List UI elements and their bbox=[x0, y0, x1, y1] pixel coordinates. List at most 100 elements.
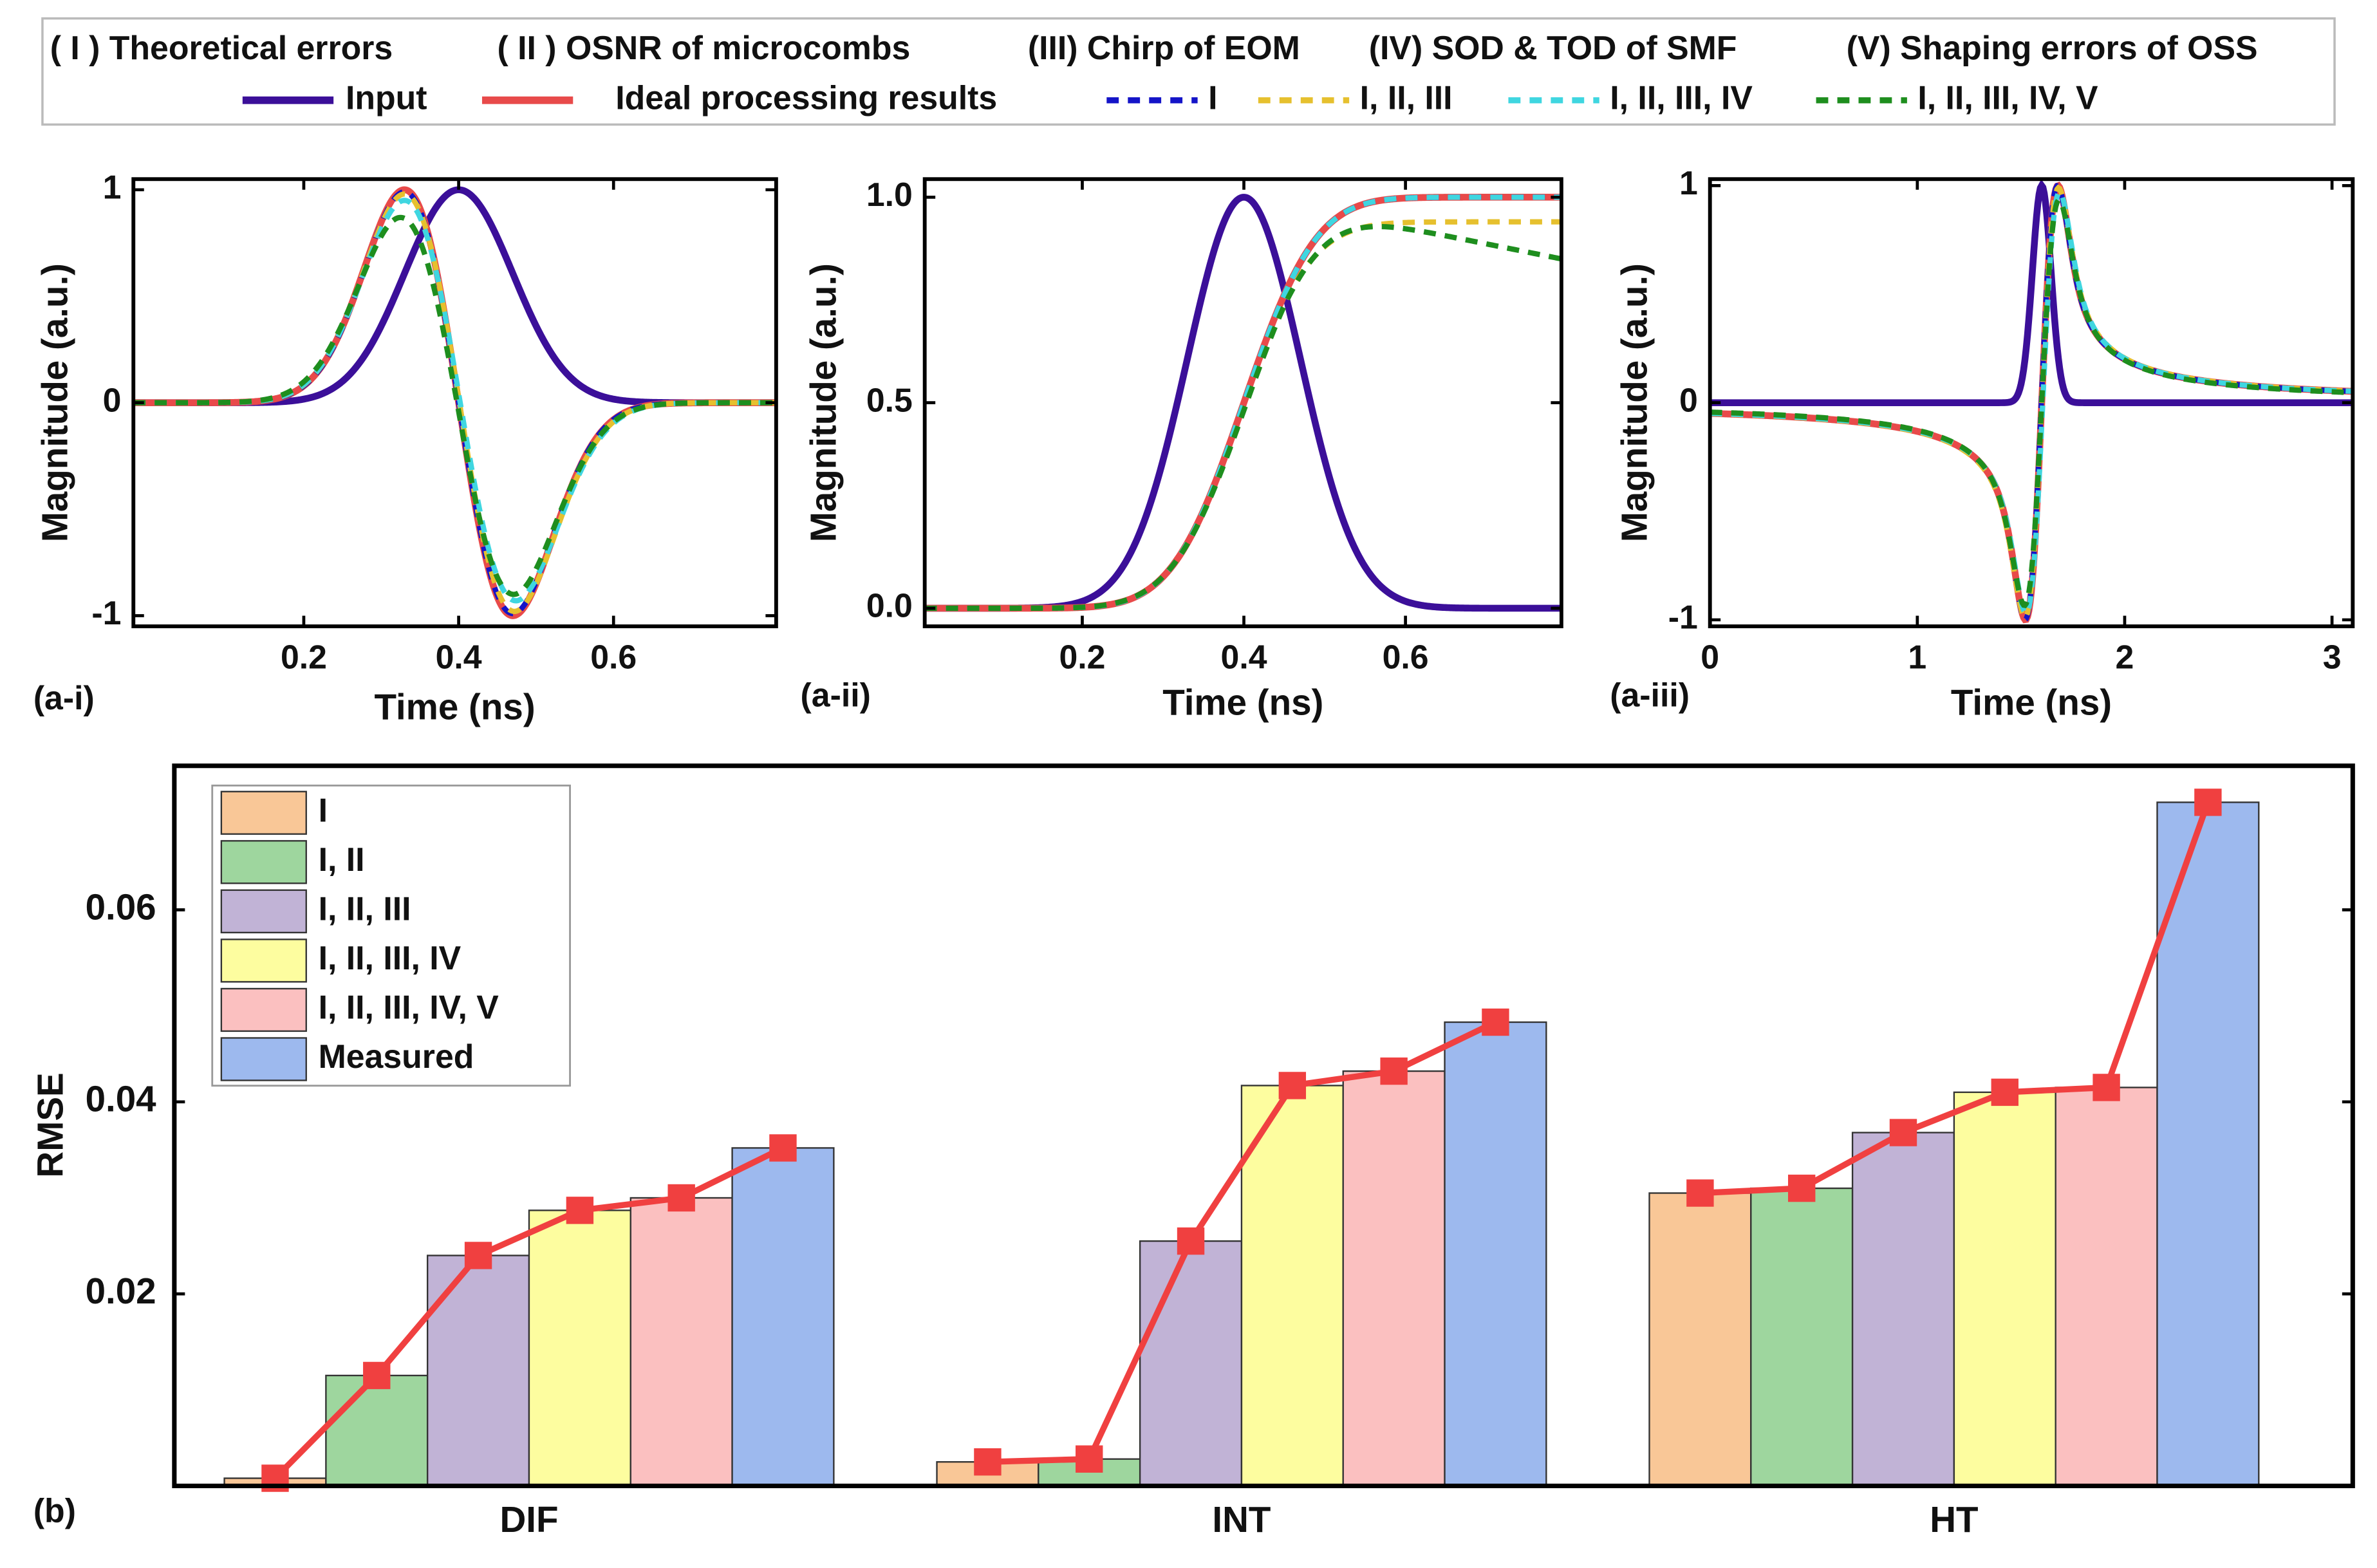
square-marker bbox=[974, 1448, 1002, 1476]
bar bbox=[1851, 1132, 1955, 1487]
square-marker bbox=[1177, 1227, 1205, 1255]
legend-label: I, II, III bbox=[1360, 79, 1453, 116]
bar bbox=[1750, 1187, 1854, 1487]
square-marker bbox=[1380, 1057, 1408, 1085]
y-tick-label: 1.0 bbox=[866, 176, 913, 213]
rmse-trend-line bbox=[273, 1145, 785, 1480]
square-marker bbox=[1076, 1445, 1103, 1473]
bar bbox=[528, 1209, 631, 1487]
top-legend: ( I ) Theoretical errors ( II ) OSNR of m… bbox=[41, 17, 2336, 126]
ideal-line bbox=[924, 194, 1561, 612]
bar bbox=[1648, 1192, 1752, 1487]
y-tick-label: 0.02 bbox=[86, 1271, 156, 1311]
legend-swatch bbox=[220, 790, 307, 835]
rmse-trend-line bbox=[1700, 801, 2211, 1197]
bar bbox=[1240, 1085, 1344, 1487]
x-tick-label: 0.6 bbox=[590, 639, 637, 676]
legend-swatch bbox=[220, 938, 307, 983]
error-source-label: ( I ) Theoretical errors bbox=[50, 29, 393, 66]
legend-box bbox=[41, 17, 2336, 126]
x-tick-label: 0.2 bbox=[281, 639, 327, 676]
category-label: HT bbox=[1930, 1499, 1978, 1540]
square-marker bbox=[667, 1184, 695, 1212]
panel-label: (a-i) bbox=[33, 679, 95, 716]
legend-label: I, II, III, IV, V bbox=[319, 989, 499, 1026]
series-i-v-line bbox=[1710, 197, 2353, 609]
rmse-trend-line bbox=[987, 1019, 1497, 1465]
panel-a-i: 1 0 -1 0.2 0.4 0.6 Magnitude (a.u.) Time (ns) (a… bbox=[33, 168, 778, 727]
legend-label: I, II, III, IV bbox=[1610, 79, 1753, 116]
legend-label: I bbox=[1208, 79, 1217, 116]
y-tick-label: 1 bbox=[1679, 164, 1698, 201]
bar bbox=[426, 1255, 530, 1487]
legend-label: Input bbox=[346, 79, 427, 116]
square-marker bbox=[2093, 1074, 2120, 1101]
legend-box bbox=[211, 784, 571, 1087]
square-marker bbox=[1686, 1179, 1714, 1207]
x-tick-label: 0.4 bbox=[1221, 639, 1267, 676]
x-tick-label: 0.4 bbox=[436, 639, 482, 676]
y-tick-label: 0.06 bbox=[86, 886, 156, 927]
input-line bbox=[1710, 179, 2353, 406]
y-tick-label: 0.0 bbox=[866, 587, 913, 624]
bar bbox=[629, 1197, 733, 1487]
square-marker bbox=[1889, 1119, 1917, 1146]
x-tick-label: 2 bbox=[2116, 639, 2134, 676]
legend-swatch bbox=[220, 1037, 307, 1081]
x-tick-label: 0 bbox=[1701, 639, 1719, 676]
x-axis-label: Time (ns) bbox=[1162, 682, 1323, 722]
panel-a-ii: 1.0 0.5 0.0 0.2 0.4 0.6 Magnitude (a.u.) Time (… bbox=[801, 176, 1563, 722]
y-tick-label: 0.5 bbox=[866, 381, 913, 418]
error-source-label: (III) Chirp of EOM bbox=[1028, 29, 1300, 66]
y-tick-label: 0 bbox=[1679, 381, 1698, 418]
legend-label: I, II bbox=[319, 841, 365, 878]
y-axis-label: Magnitude (a.u.) bbox=[803, 263, 844, 542]
bar bbox=[1953, 1091, 2056, 1487]
x-tick-label: 0.6 bbox=[1383, 639, 1429, 676]
series-i-v-line bbox=[133, 214, 776, 597]
square-marker bbox=[1787, 1174, 1816, 1202]
panel-label: (a-ii) bbox=[801, 676, 871, 713]
square-marker bbox=[2194, 789, 2222, 816]
y-tick-label: 0.04 bbox=[86, 1079, 157, 1119]
y-axis-label: Magnitude (a.u.) bbox=[1614, 263, 1655, 542]
y-tick-label: -1 bbox=[91, 594, 121, 631]
error-source-label: (IV) SOD & TOD of SMF bbox=[1369, 29, 1737, 66]
error-source-label: ( II ) OSNR of microcombs bbox=[498, 29, 911, 66]
bar-legend: I I, II I, II, III I, II, III, IV I, II, III… bbox=[211, 784, 571, 1087]
axes-frame bbox=[172, 763, 2355, 1489]
square-marker bbox=[1991, 1078, 2018, 1106]
y-axis-label: RMSE bbox=[30, 1072, 70, 1177]
bar bbox=[1444, 1021, 1547, 1487]
square-marker bbox=[1278, 1072, 1307, 1099]
x-tick-label: 0.2 bbox=[1059, 639, 1105, 676]
y-tick-label: -1 bbox=[1668, 599, 1698, 636]
x-axis-label: Time (ns) bbox=[374, 687, 535, 727]
bar bbox=[2156, 801, 2260, 1487]
category-label: INT bbox=[1212, 1499, 1271, 1540]
bar bbox=[1139, 1240, 1243, 1487]
bar bbox=[1342, 1070, 1446, 1487]
square-marker bbox=[769, 1134, 797, 1162]
panel-label: (b) bbox=[33, 1492, 76, 1529]
legend-label: Ideal processing results bbox=[615, 79, 997, 116]
legend-swatch bbox=[220, 987, 307, 1032]
y-axis-label: Magnitude (a.u.) bbox=[34, 263, 75, 542]
x-tick-label: 1 bbox=[1908, 639, 1926, 676]
x-axis-label: Time (ns) bbox=[1951, 682, 2112, 722]
legend-label: I, II, III bbox=[319, 890, 411, 928]
legend-swatch bbox=[220, 889, 307, 933]
panel-b: DIF INT HT 0.02 0.04 0.06 RMSE (b) I I, II I, II, … bbox=[30, 763, 2355, 1540]
x-tick-label: 3 bbox=[2323, 639, 2342, 676]
panel-label: (a-iii) bbox=[1610, 676, 1690, 713]
square-marker bbox=[464, 1242, 492, 1269]
series-i-v-line bbox=[924, 223, 1561, 611]
square-marker bbox=[363, 1361, 391, 1390]
legend-label: I, II, III, IV bbox=[319, 939, 461, 976]
y-tick-label: 1 bbox=[103, 168, 122, 205]
legend-swatch bbox=[220, 840, 307, 884]
legend-label: I, II, III, IV, V bbox=[1917, 79, 2098, 116]
legend-label: Measured bbox=[319, 1038, 474, 1075]
